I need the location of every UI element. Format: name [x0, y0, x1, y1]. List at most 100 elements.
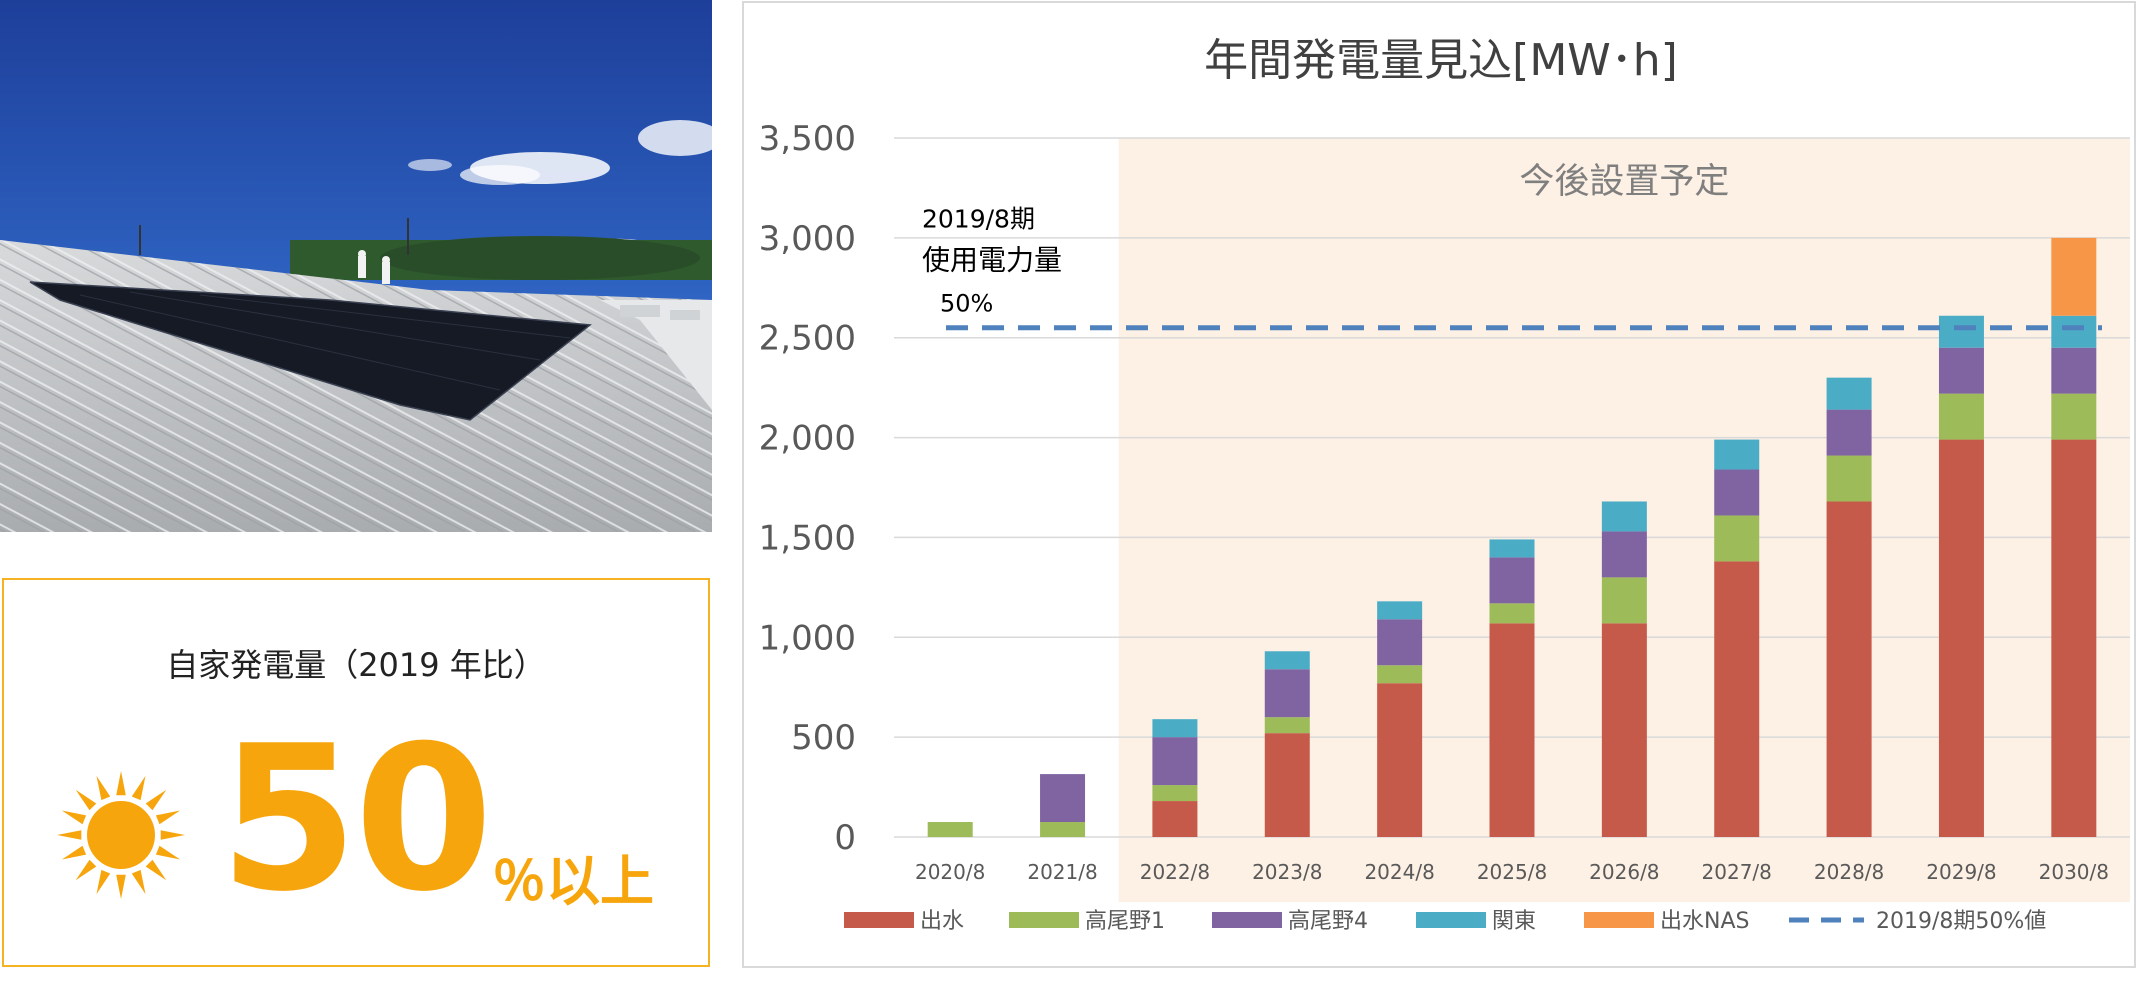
sun-ray — [155, 810, 181, 825]
bar-segment — [1040, 774, 1086, 823]
x-tick-label: 2024/8 — [1364, 860, 1434, 884]
bar-segment — [927, 822, 973, 837]
bar-segment — [2051, 393, 2097, 440]
bar-segment — [2051, 439, 2097, 837]
bar-segment — [1601, 531, 1647, 578]
bar-segment — [1264, 733, 1310, 837]
y-tick-label: 3,000 — [759, 219, 856, 259]
bar-segment — [1714, 439, 1760, 470]
bar-segment — [1040, 822, 1086, 837]
legend-label: 高尾野1 — [1085, 909, 1165, 934]
bar-segment — [1264, 651, 1310, 670]
y-tick-label: 1,000 — [759, 618, 856, 658]
bar-segment — [1152, 785, 1198, 802]
legend-label: 2019/8期50%値 — [1876, 909, 2046, 934]
y-tick-label: 500 — [791, 718, 856, 758]
bar-segment — [1826, 409, 1872, 456]
sun-ray — [96, 775, 111, 801]
bar-segment — [1489, 603, 1535, 624]
summary-suffix: ％以上 — [492, 850, 654, 913]
x-tick-label: 2030/8 — [2039, 860, 2109, 884]
bar-segment — [1489, 623, 1535, 837]
bar-segment — [1264, 669, 1310, 718]
bar-segment — [1938, 315, 1984, 348]
sun-ray — [61, 810, 87, 825]
bar-segment — [1264, 717, 1310, 734]
reference-annotation-line-1: 2019/8期 — [922, 205, 1035, 234]
bar-segment — [1826, 501, 1872, 837]
bar-segment — [2051, 347, 2097, 394]
sun-ray — [131, 775, 146, 801]
bar-segment — [1152, 801, 1198, 837]
legend-swatch — [844, 912, 914, 928]
legend-swatch — [1416, 912, 1486, 928]
bar-segment — [1152, 737, 1198, 786]
reference-annotation-line-2: 使用電力量 — [922, 244, 1062, 277]
bar-segment — [1377, 665, 1423, 684]
bar-segment — [1826, 377, 1872, 410]
x-tick-label: 2025/8 — [1477, 860, 1547, 884]
sun-ray — [75, 789, 97, 811]
sun-ray — [116, 874, 126, 899]
legend-label: 関東 — [1492, 909, 1536, 934]
chart-legend: 出水 高尾野1 高尾野4 関東 出水NAS 2019/8期50%値 — [844, 909, 2046, 934]
sun-ray — [131, 869, 146, 895]
x-tick-label: 2020/8 — [915, 860, 985, 884]
solar-roof-photo — [0, 0, 712, 532]
bar-segment — [2051, 315, 2097, 348]
summary-value: 50 — [219, 703, 493, 936]
sun-ray — [160, 830, 185, 840]
sun-ray — [57, 830, 82, 840]
bar-segment — [1377, 683, 1423, 837]
x-tick-label: 2028/8 — [1814, 860, 1884, 884]
bar-segment — [1601, 501, 1647, 532]
sun-ray — [96, 869, 111, 895]
bar-segment — [1826, 455, 1872, 502]
x-tick-label: 2026/8 — [1589, 860, 1659, 884]
legend-swatch — [1584, 912, 1654, 928]
y-tick-label: 3,500 — [759, 119, 856, 159]
y-tick-label: 1,500 — [759, 518, 856, 558]
generation-forecast-chart: 今後設置予定 年間発電量見込[MW･h] 0 500 1,000 1,500 2,000… — [742, 1, 2136, 968]
reference-annotation-line-3: 50% — [940, 290, 993, 318]
self-generation-summary-card: 自家発電量（2019 年比） 50 ％以上 — [2, 578, 710, 967]
legend-label: 出水NAS — [1660, 909, 1749, 934]
x-tick-label: 2023/8 — [1252, 860, 1322, 884]
bar-segment — [1601, 623, 1647, 837]
bar-segment — [1714, 561, 1760, 837]
sun-icon — [56, 770, 186, 900]
x-tick-label: 2027/8 — [1702, 860, 1772, 884]
sun-ray — [145, 789, 167, 811]
bar-segment — [1489, 539, 1535, 558]
x-tick-label: 2029/8 — [1926, 860, 1996, 884]
bar-segment — [1714, 515, 1760, 562]
planned-installation-label: 今後設置予定 — [1519, 162, 1729, 202]
bar-segment — [1377, 601, 1423, 620]
legend-label: 出水 — [920, 909, 964, 934]
bar-segment — [1714, 469, 1760, 516]
bar-segment — [1938, 393, 1984, 440]
sun-ray — [75, 859, 97, 881]
bar-segment — [1938, 439, 1984, 837]
y-tick-label: 2,000 — [759, 419, 856, 459]
legend-label: 高尾野4 — [1288, 909, 1368, 934]
sun-ray — [155, 845, 181, 860]
bar-segment — [1377, 619, 1423, 666]
y-tick-label: 0 — [834, 818, 856, 858]
chart-title: 年間発電量見込[MW･h] — [1204, 35, 1678, 86]
x-tick-label: 2021/8 — [1027, 860, 1097, 884]
bar-segment — [1152, 719, 1198, 738]
bar-segment — [1601, 577, 1647, 624]
legend-swatch — [1009, 912, 1079, 928]
legend-swatch — [1212, 912, 1282, 928]
chart-canvas: 今後設置予定 年間発電量見込[MW･h] 0 500 1,000 1,500 2,000… — [759, 35, 2130, 934]
bar-segment — [1938, 347, 1984, 394]
bar-segment — [1489, 557, 1535, 604]
solar-roof-illustration — [0, 0, 712, 532]
bar-segment — [2051, 237, 2097, 316]
summary-label: 自家発電量（2019 年比） — [166, 646, 546, 684]
sun-ray — [61, 845, 87, 860]
sun-ray — [116, 771, 126, 796]
x-tick-label: 2022/8 — [1140, 860, 1210, 884]
y-tick-label: 2,500 — [759, 319, 856, 359]
